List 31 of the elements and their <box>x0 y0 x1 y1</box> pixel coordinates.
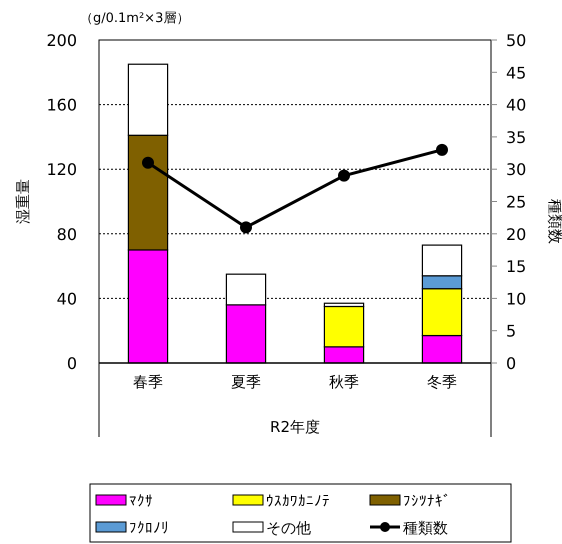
x-tick-label: 夏季 <box>231 373 261 391</box>
legend-label: ﾌｸﾛﾉﾘ <box>129 519 169 537</box>
legend-label: ｳｽｶﾜｶﾆﾉﾃ <box>266 492 330 510</box>
x-tick-label: 秋季 <box>329 373 359 391</box>
text: （g/0.1m²×3層） <box>80 11 190 26</box>
y-tick-label: 200 <box>46 31 77 50</box>
y2-tick-label: 25 <box>506 192 526 212</box>
y2-tick-label: 50 <box>506 31 526 50</box>
y2-tick-label: 5 <box>506 322 516 341</box>
legend-label: ﾏｸｻ <box>129 492 153 510</box>
y-tick-label: 160 <box>46 96 77 115</box>
legend-label: 種類数 <box>403 519 448 537</box>
y-tick-label: 120 <box>46 160 77 180</box>
legend-label: ﾌｼﾂﾅｷﾞ <box>403 492 451 510</box>
y2-tick-label: 40 <box>506 96 526 115</box>
y2-tick-label: 15 <box>506 257 526 276</box>
y-tick-label: 80 <box>56 224 77 244</box>
x-tick-label: 春季 <box>133 373 163 391</box>
y-axis-title: 湿重量 <box>14 179 32 224</box>
y2-tick-label: 20 <box>506 224 526 244</box>
y2-axis-title: 種類数 <box>546 199 562 244</box>
x-axis-title: R2年度 <box>270 418 320 436</box>
y-tick-label: 40 <box>56 289 77 308</box>
y-tick-label: 0 <box>66 354 77 373</box>
x-tick-label: 冬季 <box>427 373 457 391</box>
y2-tick-label: 0 <box>506 354 516 373</box>
y2-tick-label: 30 <box>506 160 526 180</box>
legend-label: その他 <box>266 519 311 537</box>
y2-tick-label: 35 <box>506 128 526 147</box>
y2-tick-label: 10 <box>506 289 526 308</box>
y2-tick-label: 45 <box>506 63 526 82</box>
